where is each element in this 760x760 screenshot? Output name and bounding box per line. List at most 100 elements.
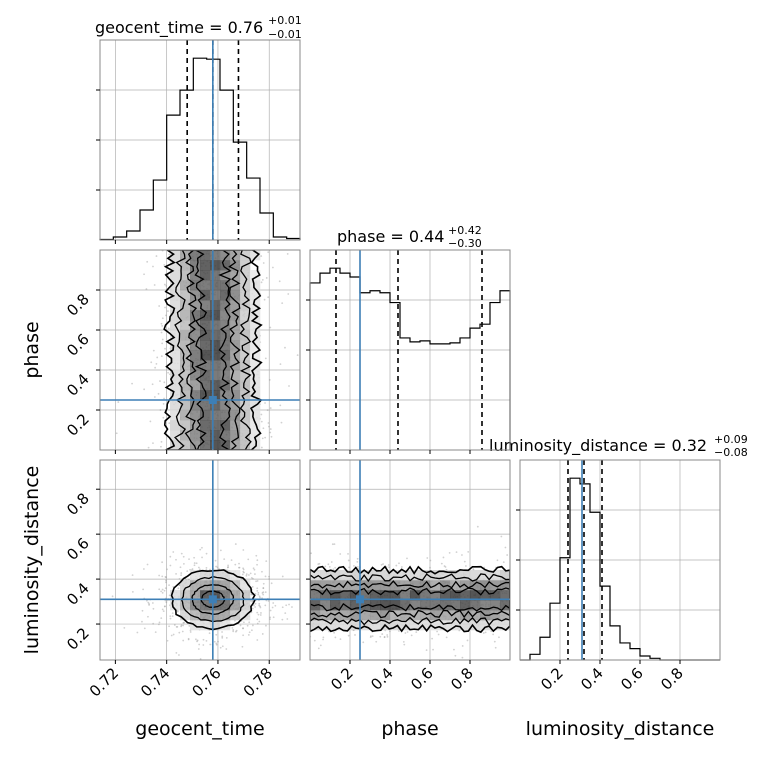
- sample-point: [484, 631, 487, 634]
- sample-point: [264, 591, 267, 594]
- sample-point: [454, 654, 457, 657]
- title-phase-minus: −0.30: [448, 237, 482, 250]
- contour-line: [163, 250, 263, 450]
- truth-marker: [208, 396, 217, 404]
- density-cell: [450, 590, 461, 601]
- xtick-label-phase: 0.2: [327, 664, 357, 694]
- sample-point: [202, 644, 205, 646]
- density-cell: [210, 380, 221, 391]
- sample-point: [208, 632, 211, 635]
- density-cell: [420, 570, 431, 581]
- sample-point: [232, 629, 235, 631]
- sample-point: [461, 645, 464, 647]
- sample-point: [248, 574, 250, 576]
- sample-point: [160, 445, 162, 448]
- sample-point: [181, 630, 184, 633]
- sample-point: [254, 573, 256, 575]
- sample-point: [264, 604, 267, 607]
- density-cell: [230, 390, 241, 401]
- sample-point: [182, 555, 185, 558]
- density-cell: [170, 340, 181, 351]
- density-cell: [350, 580, 361, 591]
- sample-point: [241, 645, 244, 648]
- density-cell: [430, 610, 441, 621]
- density-cell: [180, 320, 191, 331]
- sample-point: [268, 379, 271, 381]
- density-cell: [210, 350, 221, 361]
- sample-point: [432, 648, 434, 651]
- density-cell: [320, 610, 331, 621]
- sample-point: [161, 561, 164, 564]
- density-cell: [190, 600, 201, 611]
- density-cell: [190, 310, 201, 321]
- sample-point: [180, 572, 183, 574]
- sample-point: [281, 606, 284, 609]
- sample-point: [178, 631, 181, 634]
- density-cell: [320, 580, 331, 591]
- sample-point: [178, 577, 181, 580]
- sample-point: [259, 614, 262, 616]
- density-cell: [450, 610, 461, 621]
- sample-point: [332, 568, 335, 571]
- density-cell: [180, 590, 191, 601]
- density-cell: [500, 610, 510, 621]
- ytick-label-luminosity_distance: 0.2: [63, 624, 93, 654]
- sample-point: [256, 587, 259, 590]
- sample-point: [270, 435, 273, 438]
- sample-point: [256, 590, 259, 592]
- density-cell: [200, 380, 211, 391]
- density-cell: [390, 620, 401, 631]
- density-cell: [190, 390, 201, 401]
- sample-point: [339, 638, 342, 641]
- density-cell: [190, 250, 201, 261]
- sample-point: [356, 557, 359, 560]
- density-cell: [210, 320, 221, 331]
- ytick-label-luminosity_distance: 0.6: [63, 534, 93, 564]
- density-cell: [210, 430, 221, 441]
- sample-point: [186, 570, 189, 573]
- sample-point: [395, 564, 398, 567]
- density-cell: [170, 330, 181, 341]
- density-cell: [170, 290, 181, 301]
- sample-point: [279, 404, 282, 407]
- density-cell: [210, 620, 221, 631]
- sample-point: [339, 553, 342, 555]
- density-cell: [250, 290, 261, 301]
- density-cell: [430, 570, 441, 581]
- sample-point: [254, 602, 257, 605]
- sample-point: [158, 305, 161, 307]
- density-cell: [480, 590, 491, 601]
- density-cell: [180, 400, 191, 411]
- density-cell: [420, 620, 431, 631]
- title-geocent_time: geocent_time = 0.76: [95, 18, 263, 38]
- sample-point: [238, 566, 240, 569]
- sample-point: [131, 590, 134, 593]
- sample-point: [415, 631, 418, 634]
- sample-point: [319, 644, 322, 647]
- sample-point: [168, 584, 170, 587]
- sample-point: [142, 568, 145, 570]
- sample-point: [442, 556, 445, 559]
- density-cell: [500, 620, 510, 631]
- sample-point: [404, 632, 407, 634]
- density-cell: [360, 570, 371, 581]
- density-cell: [440, 580, 451, 591]
- sample-point: [164, 587, 167, 590]
- sample-point: [400, 566, 403, 568]
- density-cell: [240, 430, 251, 441]
- sample-point: [464, 565, 467, 567]
- sample-point: [496, 559, 499, 562]
- sample-point: [205, 640, 208, 642]
- density-cell: [190, 280, 201, 291]
- density-cell: [320, 600, 331, 611]
- density-cell: [330, 570, 341, 581]
- sample-point: [256, 559, 259, 562]
- density-cell: [170, 420, 181, 431]
- sample-point: [176, 625, 179, 628]
- sample-point: [382, 563, 384, 565]
- sample-point: [241, 573, 244, 576]
- density-cell: [470, 610, 481, 621]
- sample-point: [328, 565, 331, 568]
- sample-point: [330, 561, 333, 563]
- density-cell: [180, 600, 191, 611]
